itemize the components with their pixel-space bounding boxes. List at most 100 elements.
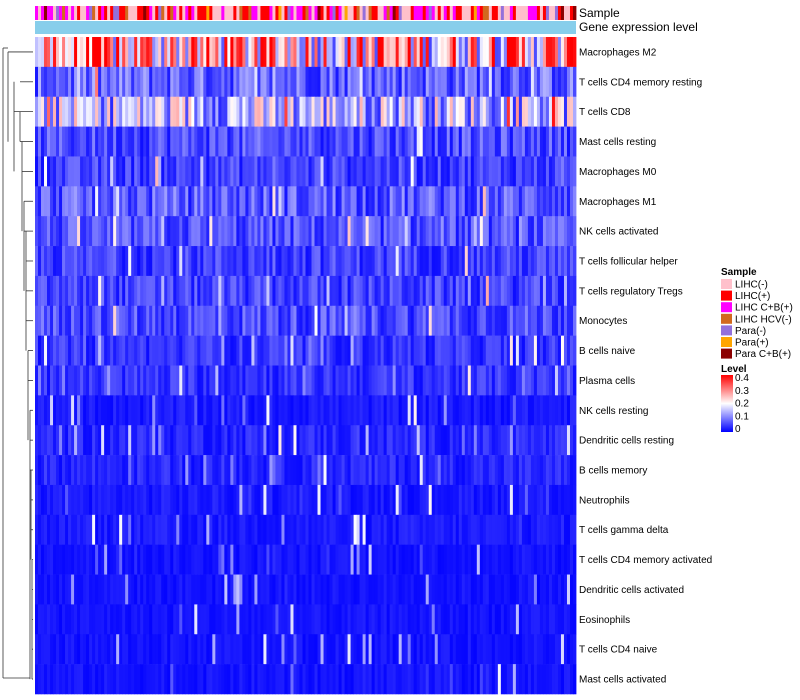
heatmap-cell [140,634,144,665]
heatmap-cell [539,335,544,366]
heatmap-cell [221,216,225,247]
heatmap-cell [365,514,370,545]
heatmap-cell [68,365,72,396]
heatmap-cell [245,365,249,396]
heatmap-cell [572,455,577,486]
heatmap-cell [455,664,460,695]
heatmap-cell [230,96,234,127]
heatmap-cell [467,365,472,396]
heatmap-cell [311,455,315,486]
heatmap-cell [146,395,150,426]
heatmap-row [35,275,577,307]
heatmap-cell [362,216,367,247]
heatmap-cell [284,365,288,396]
heatmap-cell [518,305,523,336]
heatmap-cell [152,335,156,366]
heatmap-cell [143,156,147,187]
heatmap-cell [539,634,544,665]
heatmap-cell [458,246,463,277]
heatmap-cell [251,305,255,336]
sample-cell [371,6,376,20]
heatmap-cell [326,574,330,605]
heatmap-cell [50,395,54,426]
heatmap-cell [299,455,303,486]
heatmap-cell [83,186,87,217]
heatmap-cell [101,634,105,665]
heatmap-cell [74,275,78,307]
heatmap-cell [212,634,216,665]
heatmap-cell [50,335,54,366]
heatmap-cell [98,544,102,575]
heatmap-cell [224,126,228,157]
heatmap-cell [431,425,436,456]
heatmap-cell [467,335,472,366]
heatmap-cell [353,96,357,127]
heatmap-cell [293,664,297,695]
sample-cell [149,6,153,20]
sample-cell [71,6,75,20]
heatmap-cell [164,514,168,545]
heatmap-cell [533,484,538,516]
heatmap-cell [380,96,385,127]
heatmap-cell [158,66,162,98]
heatmap-cell [107,335,111,366]
heatmap-cell [290,395,294,426]
heatmap-cell [518,126,523,157]
heatmap-cell [500,335,505,366]
heatmap-cell [221,37,225,68]
heatmap-cell [167,126,171,157]
heatmap-cell [542,425,547,456]
heatmap-cell [35,216,39,247]
sample-cell [443,6,448,20]
heatmap-cell [206,634,210,665]
sample-cell [65,6,69,20]
heatmap-cell [176,395,180,426]
sample-cell [53,6,57,20]
heatmap-cell [224,96,228,127]
heatmap-cell [188,66,192,98]
heatmap-cell [155,455,159,486]
heatmap-cell [371,395,376,426]
heatmap-cell [446,544,451,575]
heatmap-cell [563,186,568,217]
heatmap-cell [419,96,424,127]
heatmap-cell [548,365,553,396]
heatmap-row [35,365,577,396]
heatmap-cell [341,335,345,366]
heatmap-cell [215,425,219,456]
heatmap-cell [125,455,129,486]
heatmap-cell [50,634,54,665]
heatmap-cell [56,96,60,127]
sample-cell [458,6,463,20]
heatmap-cell [395,96,400,127]
heatmap-cell [83,126,87,157]
heatmap-cell [524,544,529,575]
heatmap-cell [371,305,376,336]
heatmap-cell [200,66,204,98]
heatmap-cell [506,365,511,396]
heatmap-cell [350,216,354,247]
heatmap-cell [125,216,129,247]
heatmap-cell [68,246,72,277]
heatmap-cell [134,455,138,486]
heatmap-cell [356,246,360,277]
sample-legend-label: Para(+) [735,338,769,349]
heatmap-cell [212,216,216,247]
heatmap-cell [128,425,132,456]
heatmap-cell [212,66,216,98]
heatmap-cell [449,484,454,516]
heatmap-cell [377,305,382,336]
heatmap-cell [311,66,315,98]
heatmap-cell [80,514,84,545]
heatmap-cell [272,604,276,635]
heatmap-cell [431,455,436,486]
heatmap-cell [536,96,541,127]
heatmap-cell [50,186,54,217]
heatmap-cell [269,96,273,127]
heatmap-row [35,634,577,665]
heatmap-cell [74,544,78,575]
heatmap-cell [572,216,577,247]
heatmap-cell [71,275,75,307]
heatmap-cell [44,275,48,307]
heatmap-cell [284,484,288,516]
